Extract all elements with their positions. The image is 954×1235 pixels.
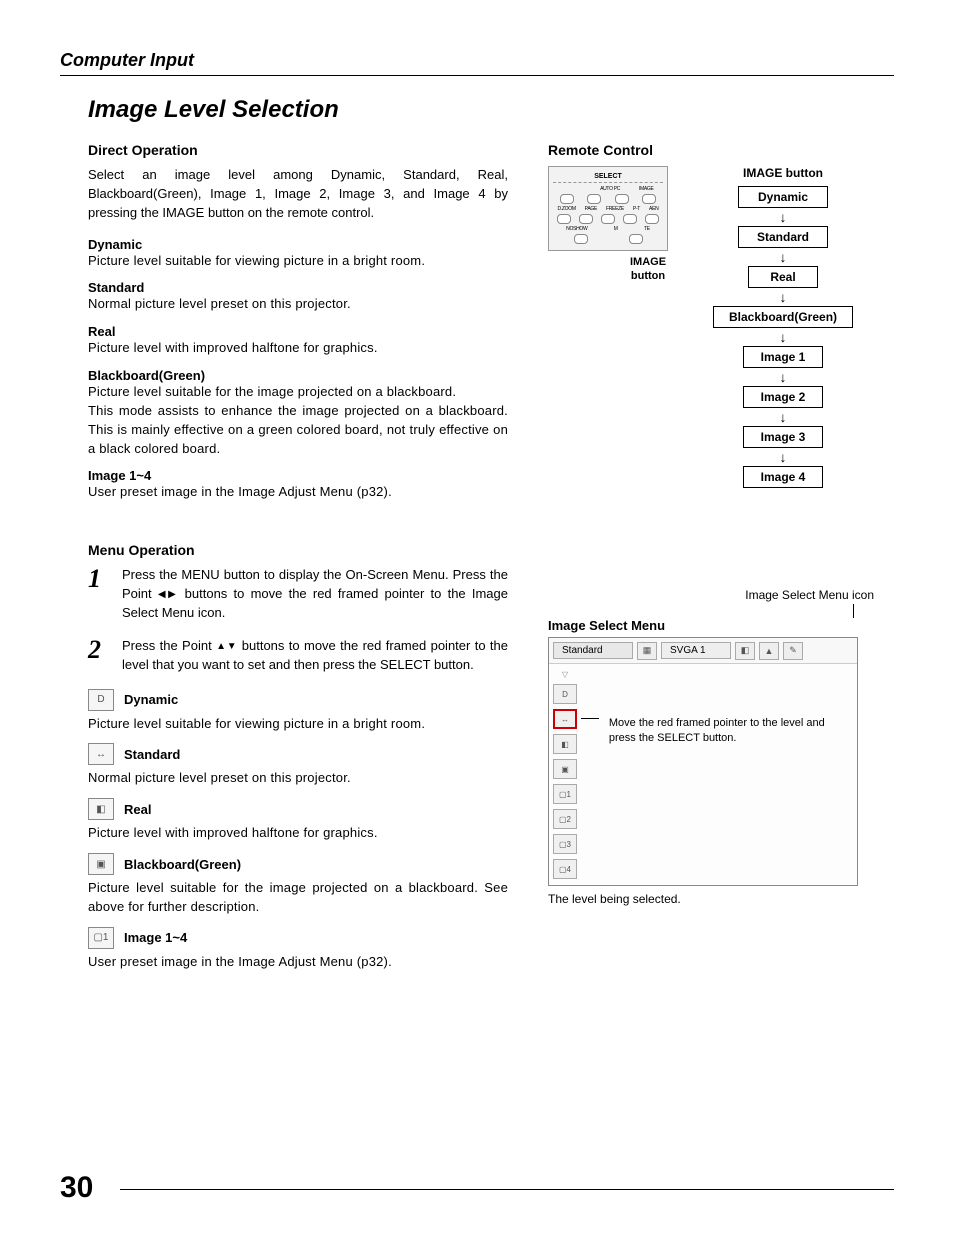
- term-blackboard: Blackboard(Green): [88, 368, 508, 383]
- direct-operation-heading: Direct Operation: [88, 142, 508, 158]
- flow-arrow-icon: ↓: [708, 250, 858, 264]
- menu-desc-dynamic: Picture level suitable for viewing pictu…: [88, 715, 508, 734]
- dynamic-icon: D: [88, 689, 114, 711]
- flow-box-dynamic: Dynamic: [738, 186, 828, 208]
- menu-term-image14: Image 1~4: [124, 930, 187, 945]
- remote-label-te: TE: [644, 226, 650, 232]
- remote-label-image: IMAGE: [639, 186, 654, 192]
- remote-control-illustration: SELECT AUTO PC IMAGE D.ZOOM PAGE FREEZE P…: [548, 166, 678, 284]
- page-title: Image Level Selection: [88, 96, 894, 124]
- desc-blackboard: Picture level suitable for the image pro…: [88, 383, 508, 458]
- flow-arrow-icon: ↓: [708, 290, 858, 304]
- menu-desc-blackboard: Picture level suitable for the image pro…: [88, 879, 508, 917]
- flow-arrow-icon: ↓: [708, 450, 858, 464]
- menu-item-blackboard: ▣ Blackboard(Green): [88, 853, 508, 875]
- term-standard: Standard: [88, 280, 508, 295]
- remote-label-dzoom: D.ZOOM: [557, 206, 575, 212]
- sidebar-standard-icon: ↔: [553, 709, 577, 729]
- step-1-number: 1: [88, 566, 108, 623]
- menu-desc-image14: User preset image in the Image Adjust Me…: [88, 953, 508, 972]
- remote-label-m: M: [614, 226, 618, 232]
- flow-title: IMAGE button: [708, 166, 858, 180]
- right-column: Remote Control SELECT AUTO PC IMAGE D.ZOO…: [548, 142, 894, 982]
- menu-caption: The level being selected.: [548, 892, 894, 906]
- menu-term-real: Real: [124, 802, 151, 817]
- select-menu-icon-annotation: Image Select Menu icon: [548, 588, 874, 602]
- section-header: Computer Input: [60, 50, 894, 76]
- term-real: Real: [88, 324, 508, 339]
- annotation-line: [853, 604, 854, 618]
- flow-box-image3: Image 3: [743, 426, 823, 448]
- step-2-number: 2: [88, 637, 108, 675]
- flow-arrow-icon: ↓: [708, 370, 858, 384]
- left-column: Direct Operation Select an image level a…: [88, 142, 508, 982]
- menu-mode-chip: Standard: [553, 642, 633, 659]
- menu-top-icon: ✎: [783, 642, 803, 660]
- flow-box-image4: Image 4: [743, 466, 823, 488]
- flow-box-standard: Standard: [738, 226, 828, 248]
- term-image14: Image 1~4: [88, 468, 508, 483]
- menu-top-icon: ◧: [735, 642, 755, 660]
- menu-note: Move the red framed pointer to the level…: [599, 708, 857, 755]
- step-1-text: Press the MENU button to display the On-…: [122, 566, 508, 623]
- flow-arrow-icon: ↓: [708, 330, 858, 344]
- sidebar-image4-icon: ▢4: [553, 859, 577, 879]
- direct-operation-intro: Select an image level among Dynamic, Sta…: [88, 166, 508, 223]
- menu-signal-chip: SVGA 1: [661, 642, 731, 659]
- image-select-menu-heading: Image Select Menu: [548, 618, 894, 633]
- remote-label-freeze: FREEZE: [606, 206, 624, 212]
- remote-label-page: PAGE: [585, 206, 597, 212]
- remote-control-heading: Remote Control: [548, 142, 894, 158]
- flow-arrow-icon: ↓: [708, 210, 858, 224]
- flow-box-image2: Image 2: [743, 386, 823, 408]
- step-2: 2 Press the Point ▲▼ buttons to move the…: [88, 637, 508, 675]
- menu-item-dynamic: D Dynamic: [88, 689, 508, 711]
- sidebar-image3-icon: ▢3: [553, 834, 577, 854]
- menu-item-real: ◧ Real: [88, 798, 508, 820]
- page-number: 30: [60, 1171, 93, 1205]
- menu-top-icon: ▲: [759, 642, 779, 660]
- page-rule: [120, 1189, 894, 1190]
- desc-image14: User preset image in the Image Adjust Me…: [88, 483, 508, 502]
- step-2-text: Press the Point ▲▼ buttons to move the r…: [122, 637, 508, 675]
- sidebar-real-icon: ◧: [553, 734, 577, 754]
- menu-term-blackboard: Blackboard(Green): [124, 857, 241, 872]
- flow-box-blackboard: Blackboard(Green): [713, 306, 853, 328]
- menu-desc-real: Picture level with improved halftone for…: [88, 824, 508, 843]
- remote-caption: IMAGEbutton: [618, 255, 678, 284]
- remote-select-label: SELECT: [553, 173, 663, 183]
- sidebar-image1-icon: ▢1: [553, 784, 577, 804]
- menu-item-image14: ▢1 Image 1~4: [88, 927, 508, 949]
- menu-item-standard: ↔ Standard: [88, 743, 508, 765]
- remote-label-autopc: AUTO PC: [600, 186, 620, 192]
- desc-real: Picture level with improved halftone for…: [88, 339, 508, 358]
- pointer-line: [581, 718, 599, 719]
- flow-box-image1: Image 1: [743, 346, 823, 368]
- flow-arrow-icon: ↓: [708, 410, 858, 424]
- menu-term-dynamic: Dynamic: [124, 692, 178, 707]
- menu-sidebar: ▽ D ↔ ◧ ▣ ▢1 ▢2 ▢3 ▢4: [549, 664, 581, 885]
- step-1: 1 Press the MENU button to display the O…: [88, 566, 508, 623]
- sidebar-blackboard-icon: ▣: [553, 759, 577, 779]
- desc-dynamic: Picture level suitable for viewing pictu…: [88, 252, 508, 271]
- blackboard-icon: ▣: [88, 853, 114, 875]
- image14-icon: ▢1: [88, 927, 114, 949]
- image-button-flow: IMAGE button Dynamic ↓ Standard ↓ Real ↓…: [708, 166, 858, 488]
- menu-desc-standard: Normal picture level preset on this proj…: [88, 769, 508, 788]
- standard-icon: ↔: [88, 743, 114, 765]
- remote-label-noshow: NOSHOW: [566, 226, 587, 232]
- menu-term-standard: Standard: [124, 747, 180, 762]
- term-dynamic: Dynamic: [88, 237, 508, 252]
- image-select-menu-screenshot: Standard ▦ SVGA 1 ◧ ▲ ✎ ▽ D ↔ ◧ ▣ ▢1 ▢2 …: [548, 637, 858, 886]
- menu-top-icon: ▦: [637, 642, 657, 660]
- remote-label-pt: P-T: [633, 206, 640, 212]
- menu-operation-heading: Menu Operation: [88, 542, 508, 558]
- sidebar-dynamic-icon: D: [553, 684, 577, 704]
- desc-standard: Normal picture level preset on this proj…: [88, 295, 508, 314]
- real-icon: ◧: [88, 798, 114, 820]
- sidebar-image2-icon: ▢2: [553, 809, 577, 829]
- flow-box-real: Real: [748, 266, 818, 288]
- remote-label-aen: AEN: [649, 206, 658, 212]
